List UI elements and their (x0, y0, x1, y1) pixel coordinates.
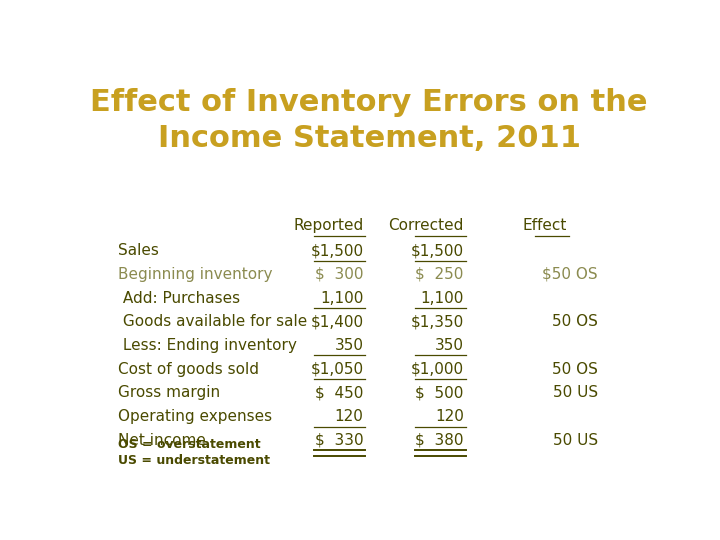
Text: 50 OS: 50 OS (552, 314, 598, 329)
Text: OS = overstatement: OS = overstatement (118, 437, 261, 451)
Text: $  250: $ 250 (415, 267, 464, 282)
Text: Effect of Inventory Errors on the
Income Statement, 2011: Effect of Inventory Errors on the Income… (90, 87, 648, 153)
Text: Net income: Net income (118, 433, 206, 448)
Text: 350: 350 (435, 338, 464, 353)
Text: Add: Purchases: Add: Purchases (118, 291, 240, 306)
Text: $  450: $ 450 (315, 386, 364, 400)
Text: 50 OS: 50 OS (552, 362, 598, 377)
Text: Corrected: Corrected (389, 218, 464, 233)
Text: US = understatement: US = understatement (118, 454, 270, 467)
Text: Goods available for sale: Goods available for sale (118, 314, 307, 329)
Text: 50 US: 50 US (553, 386, 598, 400)
Text: $  380: $ 380 (415, 433, 464, 448)
Text: 120: 120 (335, 409, 364, 424)
Text: $1,000: $1,000 (410, 362, 464, 377)
Text: $1,500: $1,500 (410, 243, 464, 258)
Text: $1,500: $1,500 (310, 243, 364, 258)
Text: 1,100: 1,100 (320, 291, 364, 306)
Text: $1,050: $1,050 (310, 362, 364, 377)
Text: $50 OS: $50 OS (542, 267, 598, 282)
Text: $1,400: $1,400 (310, 314, 364, 329)
Text: $  300: $ 300 (315, 267, 364, 282)
Text: Cost of goods sold: Cost of goods sold (118, 362, 259, 377)
Text: Gross margin: Gross margin (118, 386, 220, 400)
Text: 1,100: 1,100 (420, 291, 464, 306)
Text: Operating expenses: Operating expenses (118, 409, 272, 424)
Text: Beginning inventory: Beginning inventory (118, 267, 272, 282)
Text: Effect: Effect (523, 218, 567, 233)
Text: $1,350: $1,350 (410, 314, 464, 329)
Text: 50 US: 50 US (553, 433, 598, 448)
Text: $  330: $ 330 (315, 433, 364, 448)
Text: $  500: $ 500 (415, 386, 464, 400)
Text: Sales: Sales (118, 243, 159, 258)
Text: Reported: Reported (293, 218, 364, 233)
Text: 120: 120 (435, 409, 464, 424)
Text: Less: Ending inventory: Less: Ending inventory (118, 338, 297, 353)
Text: 350: 350 (334, 338, 364, 353)
